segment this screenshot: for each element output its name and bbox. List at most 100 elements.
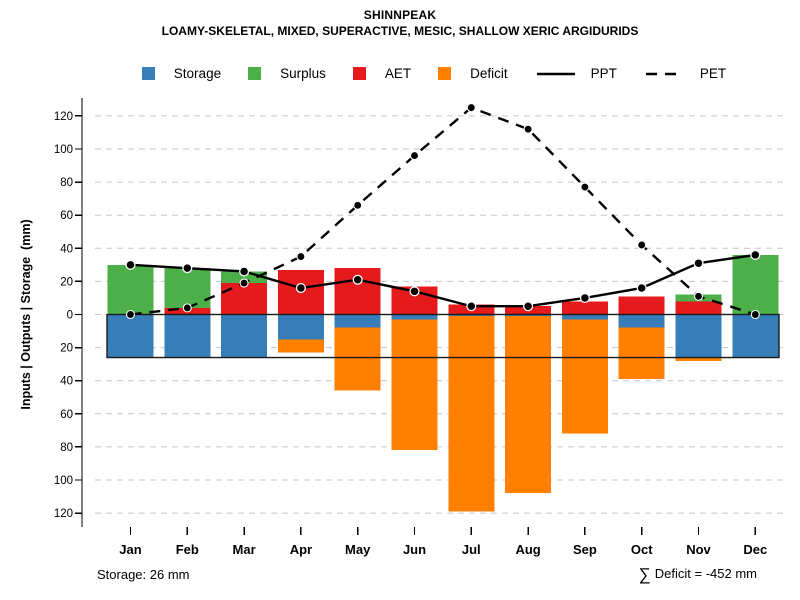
pet-line xyxy=(130,106,756,316)
y-tick-label--120: 120 xyxy=(54,508,73,520)
legend-item-deficit: Deficit xyxy=(438,66,508,81)
y-tick-label-100: 100 xyxy=(54,144,73,156)
month-label-jul: Jul xyxy=(462,542,481,557)
ppt-point-aug xyxy=(523,301,534,312)
sigma-symbol: ∑ xyxy=(638,565,651,584)
legend: Storage Surplus AET Deficit PPT PET xyxy=(76,66,792,81)
legend-item-storage: Storage xyxy=(141,66,222,81)
bar-deficit-apr xyxy=(277,339,324,353)
bar-aet-mar xyxy=(221,283,268,315)
ppt-point-mar xyxy=(239,266,250,277)
bar-deficit-jun xyxy=(391,319,438,451)
bar-deficit-may xyxy=(334,327,381,391)
bar-storage-apr xyxy=(277,314,324,340)
chart-title: SHINNPEAK xyxy=(363,8,437,22)
ppt-point-jun xyxy=(409,286,420,297)
legend-label-storage: Storage xyxy=(173,66,222,81)
month-label-jan: Jan xyxy=(119,542,141,557)
legend-label-surplus: Surplus xyxy=(280,66,326,81)
chart-subtitle: LOAMY-SKELETAL, MIXED, SUPERACTIVE, MESI… xyxy=(161,24,639,38)
pet-point-sep xyxy=(580,182,590,192)
bar-deficit-nov xyxy=(675,357,722,361)
bar-deficit-jul xyxy=(448,316,495,512)
bar-storage-nov xyxy=(675,314,722,358)
bar-storage-feb xyxy=(164,314,211,358)
y-tick-label--20: 20 xyxy=(60,343,73,355)
y-tick-label--100: 100 xyxy=(54,475,73,487)
ppt-point-nov xyxy=(693,258,704,269)
bar-storage-jun xyxy=(391,314,438,320)
month-label-jun: Jun xyxy=(403,542,426,557)
month-label-feb: Feb xyxy=(176,542,199,557)
bar-deficit-oct xyxy=(618,327,665,380)
bar-surplus-jan xyxy=(107,264,154,315)
storage-annotation: Storage: 26 mm xyxy=(97,567,190,582)
storage-capacity-outline xyxy=(106,313,780,359)
y-tick-label--80: 80 xyxy=(60,442,73,454)
bar-storage-may xyxy=(334,314,381,328)
ppt-point-jul xyxy=(466,301,477,312)
legend-label-aet: AET xyxy=(384,66,412,81)
ppt-point-oct xyxy=(636,282,647,294)
bar-deficit-sep xyxy=(561,319,608,434)
pet-point-jan xyxy=(125,309,136,320)
month-label-mar: Mar xyxy=(233,542,256,557)
ppt-point-dec xyxy=(750,249,761,260)
legend-label-pet: PET xyxy=(699,66,727,81)
pet-point-dec xyxy=(750,309,760,320)
pet-point-aug xyxy=(523,124,533,134)
y-axis-title: Inputs | Outputs | Storage (mm) xyxy=(19,219,33,409)
deficit-annotation-text: Deficit = -452 mm xyxy=(654,566,757,581)
month-label-dec: Dec xyxy=(743,542,767,557)
pet-dashed-line-icon xyxy=(645,72,684,75)
bar-storage-mar xyxy=(221,314,268,358)
month-label-may: May xyxy=(345,542,371,557)
y-tick-label-80: 80 xyxy=(60,177,73,189)
pet-point-oct xyxy=(637,240,647,250)
storage-swatch-icon xyxy=(141,67,155,80)
ppt-solid-line-icon xyxy=(536,72,575,75)
ppt-point-sep xyxy=(579,292,590,304)
bar-storage-jan xyxy=(107,314,154,358)
legend-item-pet: PET xyxy=(644,66,726,81)
y-tick-label-120: 120 xyxy=(54,111,73,123)
bar-deficit-aug xyxy=(505,316,552,494)
bar-surplus-feb xyxy=(164,268,211,308)
bar-surplus-dec xyxy=(732,254,779,315)
bar-storage-aug xyxy=(505,314,552,317)
deficit-annotation: ∑ Deficit = -452 mm xyxy=(0,565,757,585)
month-label-nov: Nov xyxy=(686,542,711,557)
pet-point-jun xyxy=(409,151,420,161)
bar-aet-oct xyxy=(618,296,665,315)
bar-storage-oct xyxy=(618,314,665,328)
bar-storage-dec xyxy=(732,314,779,358)
legend-item-surplus: Surplus xyxy=(248,66,326,81)
month-label-oct: Oct xyxy=(631,542,653,557)
aet-swatch-icon xyxy=(352,67,366,80)
legend-label-ppt: PPT xyxy=(590,66,617,81)
ppt-point-may xyxy=(352,274,363,285)
bar-storage-jul xyxy=(448,314,495,317)
month-label-apr: Apr xyxy=(290,542,312,557)
ppt-point-apr xyxy=(295,282,306,294)
y-tick-label-20: 20 xyxy=(60,276,73,288)
pet-point-apr xyxy=(296,252,306,262)
ppt-point-feb xyxy=(182,263,193,274)
legend-item-ppt: PPT xyxy=(535,66,617,81)
legend-item-aet: AET xyxy=(352,66,412,81)
bar-aet-sep xyxy=(561,301,608,315)
pet-point-nov xyxy=(693,291,704,301)
pet-point-feb xyxy=(182,303,192,313)
month-label-sep: Sep xyxy=(573,542,597,557)
month-label-aug: Aug xyxy=(515,542,540,557)
pet-point-may xyxy=(353,200,363,210)
y-tick-label-60: 60 xyxy=(60,210,73,222)
legend-label-deficit: Deficit xyxy=(470,66,508,81)
y-tick-label-40: 40 xyxy=(60,243,73,255)
ppt-point-jan xyxy=(125,259,136,270)
bar-storage-sep xyxy=(561,314,608,320)
y-tick-label--60: 60 xyxy=(60,409,73,421)
bar-aet-nov xyxy=(675,301,722,315)
